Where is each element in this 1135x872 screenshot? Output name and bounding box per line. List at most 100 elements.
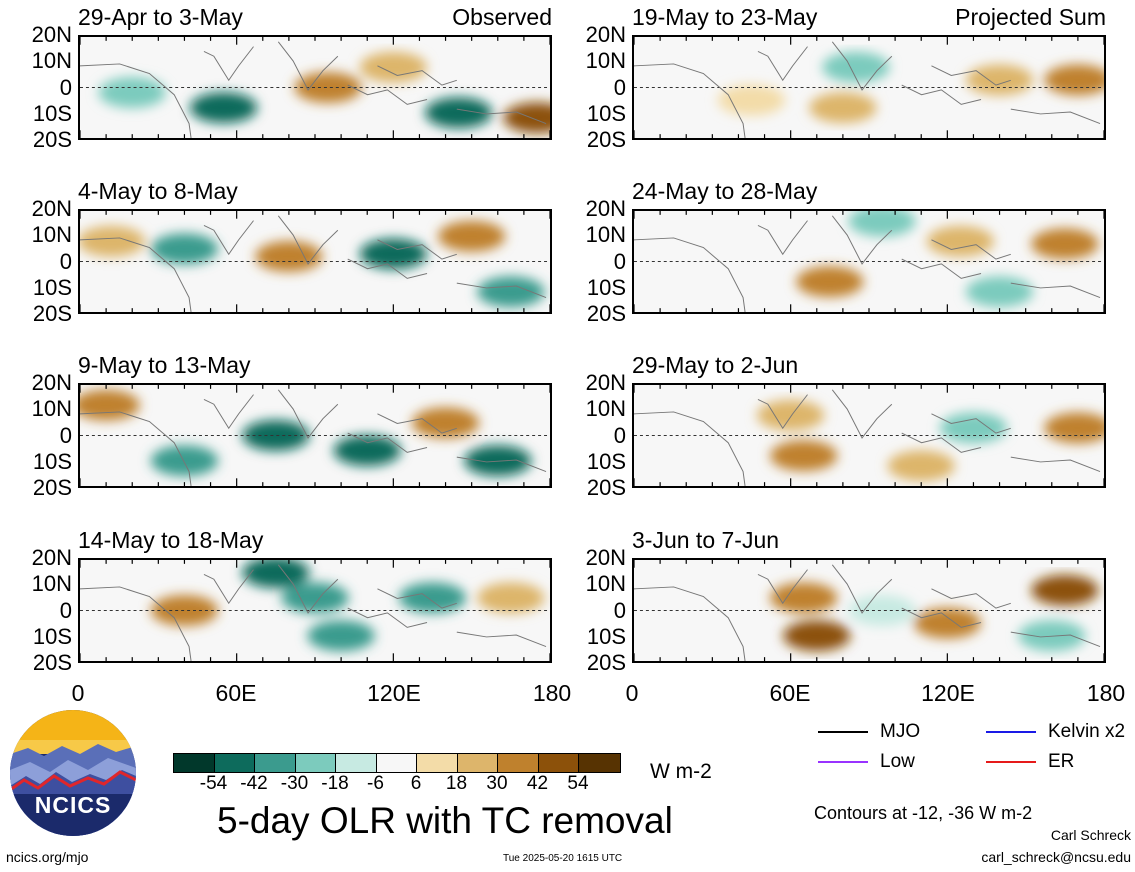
negative-olr-anomaly xyxy=(150,445,219,477)
negative-olr-anomaly xyxy=(281,582,349,614)
colorbar-swatch xyxy=(255,754,296,772)
x-tick-label: 180 xyxy=(532,680,572,706)
y-tick-label: 0 xyxy=(613,422,626,448)
y-tick-label: 0 xyxy=(613,597,626,623)
colorbar-swatch xyxy=(336,754,377,772)
panel-kind-label: Projected Sum xyxy=(955,4,1106,30)
y-tick-label: 10N xyxy=(585,48,626,74)
x-tick-label: 0 xyxy=(625,680,639,706)
positive-olr-anomaly xyxy=(255,241,323,272)
colorbar-swatch xyxy=(538,754,579,772)
panel-title: 4-May to 8-May xyxy=(78,178,238,204)
y-tick-label: 10N xyxy=(31,222,72,248)
y-tick-label: 10N xyxy=(585,396,626,422)
olr-map-panel xyxy=(78,209,552,314)
positive-olr-anomaly xyxy=(437,220,506,252)
olr-anomaly-field xyxy=(80,560,550,661)
positive-olr-anomaly xyxy=(411,407,480,439)
positive-olr-anomaly xyxy=(913,607,982,639)
positive-olr-anomaly xyxy=(359,51,428,83)
y-tick-label: 20S xyxy=(32,650,72,675)
olr-anomaly-field xyxy=(634,560,1104,661)
colorbar-tick-label: -54 xyxy=(199,773,228,794)
legend-er: ER xyxy=(986,752,1074,772)
negative-olr-anomaly xyxy=(242,560,310,589)
negative-olr-anomaly xyxy=(822,51,890,83)
olr-anomaly-field xyxy=(80,385,550,486)
olr-anomaly-field xyxy=(634,211,1104,312)
colorbar-swatch xyxy=(417,754,458,772)
colorbar-swatch xyxy=(457,754,498,772)
colorbar-unit: W m-2 xyxy=(650,760,712,783)
positive-olr-anomaly xyxy=(1044,412,1104,444)
y-tick-label: 10S xyxy=(586,274,626,300)
legend-er-label: ER xyxy=(1048,751,1075,772)
colorbar-swatch xyxy=(498,754,539,772)
y-tick-label: 10S xyxy=(586,100,626,126)
panel-title: 14-May to 18-May xyxy=(78,527,264,553)
legend-low-label: Low xyxy=(880,751,915,772)
coastline xyxy=(80,215,547,312)
negative-olr-anomaly xyxy=(150,233,219,265)
colorbar-tick-label: 54 xyxy=(567,773,589,794)
y-tick-label: 20S xyxy=(586,475,626,500)
positive-olr-anomaly xyxy=(770,440,838,472)
negative-olr-anomaly xyxy=(939,412,1008,444)
x-tick-label: 60E xyxy=(769,680,811,706)
positive-olr-anomaly xyxy=(1031,574,1099,606)
coastline xyxy=(80,389,547,486)
colorbar-swatch xyxy=(579,754,620,772)
y-tick-label: 0 xyxy=(59,74,72,100)
y-tick-label: 20N xyxy=(31,545,72,570)
er-line xyxy=(986,761,1036,763)
positive-olr-anomaly xyxy=(150,595,219,626)
footer-url: ncics.org/mjo xyxy=(6,849,89,865)
y-tick-label: 10S xyxy=(586,448,626,474)
negative-olr-anomaly xyxy=(848,595,916,626)
footer-email: carl_schreck@ncsu.edu xyxy=(981,849,1131,865)
colorbar xyxy=(173,753,621,773)
coastline xyxy=(80,564,547,661)
colorbar-swatch xyxy=(295,754,336,772)
positive-olr-anomaly xyxy=(1044,64,1104,96)
positive-olr-anomaly xyxy=(80,225,146,257)
x-tick-label: 60E xyxy=(215,680,257,706)
y-tick-label: 20N xyxy=(31,196,72,221)
y-tick-label: 10S xyxy=(32,274,72,300)
kelvin-line xyxy=(986,731,1036,733)
y-tick-label: 10N xyxy=(31,571,72,597)
colorbar-swatch xyxy=(376,754,417,772)
coastline xyxy=(634,41,1101,138)
low-line xyxy=(818,761,868,763)
olr-anomaly-field xyxy=(634,37,1104,138)
colorbar-tick-label: 18 xyxy=(445,773,468,794)
negative-olr-anomaly xyxy=(965,276,1034,308)
negative-olr-anomaly xyxy=(307,620,375,652)
x-tick-label: 180 xyxy=(1086,680,1126,706)
logo-text: NCICS xyxy=(34,792,112,818)
colorbar-tick-label: -18 xyxy=(321,773,349,794)
panel-kind-label: Observed xyxy=(452,4,552,30)
colorbar-tick-label: -30 xyxy=(280,773,309,794)
olr-map-panel xyxy=(632,383,1106,488)
y-tick-label: 20N xyxy=(585,545,626,570)
positive-olr-anomaly xyxy=(1031,228,1099,260)
colorbar-tick-label: -42 xyxy=(240,773,268,794)
olr-map-panel xyxy=(632,35,1106,140)
positive-olr-anomaly xyxy=(809,92,877,124)
footer-author: Carl Schreck xyxy=(1050,827,1131,843)
olr-anomaly-field xyxy=(80,37,550,138)
panel-title: 3-Jun to 7-Jun xyxy=(632,527,780,553)
colorbar-swatch xyxy=(214,754,255,772)
ncics-logo: NCICS xyxy=(10,710,136,836)
positive-olr-anomaly xyxy=(756,399,825,431)
y-tick-label: 0 xyxy=(59,597,72,623)
positive-olr-anomaly xyxy=(796,266,864,298)
olr-map-panel xyxy=(78,558,552,663)
y-tick-label: 10N xyxy=(585,571,626,597)
y-tick-label: 10S xyxy=(32,448,72,474)
coastline xyxy=(80,41,547,138)
positive-olr-anomaly xyxy=(783,620,851,652)
contour-note: Contours at -12, -36 W m-2 xyxy=(814,803,1033,823)
x-tick-label: 120E xyxy=(921,680,975,706)
